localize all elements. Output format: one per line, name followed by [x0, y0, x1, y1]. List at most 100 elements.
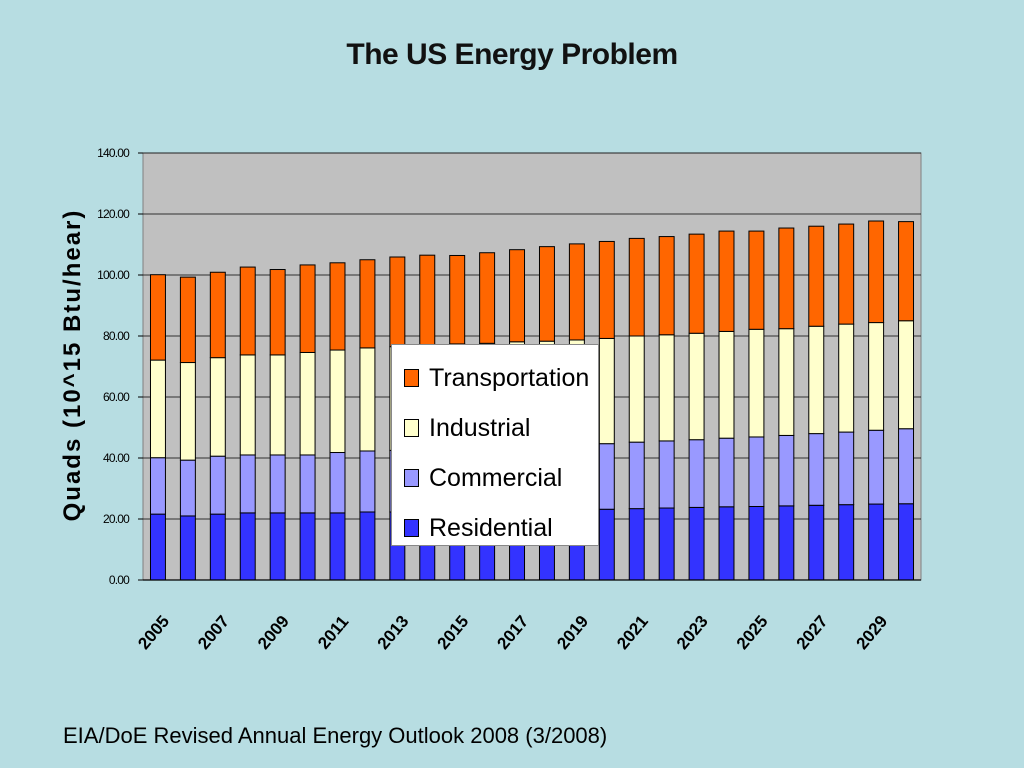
bar-industrial-2008: [239, 354, 256, 456]
bar-commercial-2028: [838, 431, 855, 506]
y-tick-label: 80.00: [103, 329, 130, 343]
bar-transportation-2030: [898, 221, 915, 322]
y-tick-label: 20.00: [103, 512, 130, 526]
bar-residential-2012: [359, 511, 376, 581]
bar-commercial-2008: [239, 454, 256, 514]
x-tick-label: 2005: [134, 612, 173, 653]
bar-residential-2028: [838, 504, 855, 581]
bar-industrial-2007: [209, 357, 226, 457]
x-tick-label: 2013: [374, 612, 413, 653]
bar-industrial-2012: [359, 347, 376, 452]
bar-transportation-2008: [239, 266, 256, 356]
x-tick-label: 2007: [194, 612, 233, 653]
bar-industrial-2006: [179, 362, 196, 461]
bar-transportation-2006: [179, 276, 196, 364]
bar-commercial-2022: [658, 440, 675, 509]
x-tick-label: 2021: [613, 612, 652, 653]
y-tick-label: 120.00: [97, 207, 130, 221]
bar-commercial-2026: [778, 434, 795, 507]
bar-commercial-2025: [748, 436, 765, 507]
legend-item-commercial: Commercial: [392, 453, 598, 503]
bar-residential-2024: [718, 506, 735, 581]
bar-residential-2021: [628, 508, 645, 581]
bar-industrial-2024: [718, 330, 735, 439]
bar-commercial-2012: [359, 450, 376, 513]
bar-transportation-2016: [479, 252, 496, 344]
bar-transportation-2028: [838, 223, 855, 325]
y-tick-label: 40.00: [103, 451, 130, 465]
bar-transportation-2012: [359, 259, 376, 349]
bar-transportation-2011: [329, 262, 346, 351]
bar-industrial-2010: [299, 351, 316, 456]
bar-transportation-2025: [748, 230, 765, 330]
source-footer: EIA/DoE Revised Annual Energy Outlook 20…: [63, 723, 608, 748]
y-axis-label: Quads (10^15 Btu/hear): [59, 209, 86, 522]
x-tick-label: 2017: [493, 612, 532, 653]
bar-industrial-2009: [269, 354, 286, 456]
bar-industrial-2027: [808, 325, 825, 435]
bar-transportation-2013: [389, 256, 406, 348]
bar-industrial-2025: [748, 328, 765, 438]
x-tick-label: 2009: [254, 612, 293, 653]
bar-transportation-2019: [568, 243, 585, 341]
bar-residential-2008: [239, 512, 256, 581]
bar-industrial-2005: [149, 359, 166, 459]
bar-residential-2006: [179, 515, 196, 581]
legend-item-residential: Residential: [392, 503, 598, 553]
bar-residential-2010: [299, 512, 316, 581]
bar-transportation-2026: [778, 227, 795, 330]
bar-commercial-2009: [269, 454, 286, 514]
bar-transportation-2009: [269, 269, 286, 356]
bar-transportation-2022: [658, 236, 675, 336]
x-tick-label: 2011: [314, 612, 352, 652]
bar-residential-2022: [658, 507, 675, 581]
bar-commercial-2029: [868, 429, 885, 505]
bar-commercial-2023: [688, 439, 705, 508]
legend-swatch: [404, 469, 419, 487]
x-tick-label: 2029: [852, 612, 891, 653]
legend-label: Commercial: [429, 463, 563, 492]
bar-residential-2020: [598, 508, 615, 581]
slide-title: The US Energy Problem: [346, 38, 678, 71]
bar-industrial-2011: [329, 349, 346, 454]
legend-swatch: [404, 419, 419, 437]
bar-commercial-2006: [179, 459, 196, 517]
bar-commercial-2020: [598, 443, 615, 510]
x-tick-label: 2027: [793, 612, 832, 653]
bar-industrial-2020: [598, 337, 615, 445]
bar-industrial-2028: [838, 323, 855, 433]
y-tick-label: 60.00: [103, 390, 130, 404]
bar-residential-2011: [329, 512, 346, 581]
bar-residential-2023: [688, 506, 705, 581]
bar-industrial-2022: [658, 334, 675, 442]
bar-commercial-2007: [209, 455, 226, 515]
bar-commercial-2011: [329, 452, 346, 514]
bar-transportation-2017: [509, 249, 526, 343]
y-tick-label: 100.00: [97, 268, 130, 282]
bar-transportation-2021: [628, 237, 645, 337]
x-tick-label: 2015: [434, 612, 473, 653]
bar-residential-2005: [149, 513, 166, 581]
bar-commercial-2010: [299, 454, 316, 514]
bar-transportation-2018: [538, 246, 555, 342]
bar-commercial-2027: [808, 433, 825, 506]
bar-commercial-2024: [718, 437, 735, 508]
bar-transportation-2023: [688, 233, 705, 334]
bar-transportation-2027: [808, 225, 825, 327]
bar-industrial-2026: [778, 328, 795, 436]
bar-residential-2027: [808, 504, 825, 581]
bar-industrial-2029: [868, 322, 885, 431]
bar-residential-2030: [898, 503, 915, 581]
bar-industrial-2030: [898, 320, 915, 430]
chart-legend: Transportation Industrial Commercial Reside…: [391, 344, 599, 546]
bar-industrial-2021: [628, 335, 645, 443]
bar-residential-2029: [868, 503, 885, 581]
x-tick-label: 2025: [733, 612, 772, 653]
legend-swatch: [404, 519, 419, 537]
bar-transportation-2020: [598, 240, 615, 339]
bar-transportation-2024: [718, 230, 735, 332]
x-tick-label: 2023: [673, 612, 712, 653]
bar-transportation-2007: [209, 271, 226, 359]
legend-label: Transportation: [429, 363, 590, 392]
bar-residential-2025: [748, 505, 765, 581]
